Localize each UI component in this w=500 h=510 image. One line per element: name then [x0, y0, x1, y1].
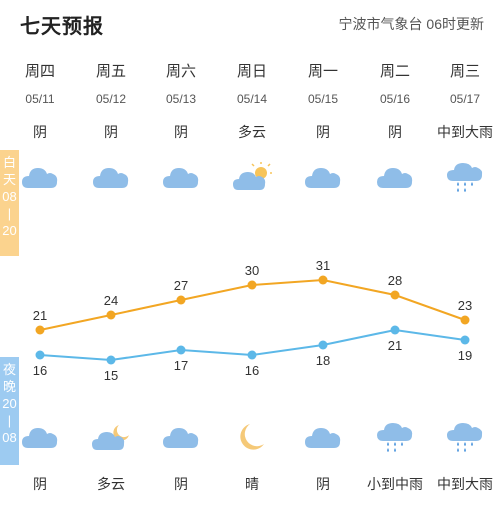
- low-temp-point: [176, 345, 186, 355]
- day-weather-text: 阴: [104, 124, 118, 140]
- moon-icon: [232, 422, 272, 452]
- day-weather-text: 中到大雨: [437, 124, 493, 140]
- low-temp-label: 16: [33, 363, 47, 378]
- night-weather-text: 多云: [97, 476, 125, 492]
- rain-icon: [445, 162, 485, 192]
- night-label-char: 20: [2, 396, 17, 411]
- cloud-icon: [161, 422, 201, 452]
- day-label-char: 08: [2, 189, 17, 204]
- low-temp-label: 21: [388, 338, 402, 353]
- high-temp-point: [35, 325, 45, 335]
- day-label-char: 白: [2, 155, 16, 170]
- night-weather-text: 小到中雨: [367, 476, 423, 492]
- low-temp-label: 16: [245, 363, 259, 378]
- high-temp-point: [318, 275, 328, 285]
- low-temp-point: [318, 340, 328, 350]
- high-temp-point: [460, 315, 470, 325]
- day-name: 周二: [379, 63, 410, 80]
- cloud-icon: [303, 422, 343, 452]
- high-temp-label: 21: [33, 308, 47, 323]
- day-name: 周六: [165, 63, 196, 80]
- forecast-title: 七天预报: [20, 16, 104, 38]
- day-date: 05/17: [449, 92, 481, 106]
- night-label-char: |: [7, 413, 12, 428]
- day-date: 05/13: [165, 92, 197, 106]
- day-date: 05/16: [379, 92, 411, 106]
- high-temp-label: 27: [174, 278, 188, 293]
- low-temp-point: [247, 350, 257, 360]
- day-name: 周日: [236, 63, 267, 80]
- high-temp-point: [390, 290, 400, 300]
- high-temp-point: [176, 295, 186, 305]
- low-temp-point: [106, 355, 116, 365]
- high-temp-label: 31: [316, 260, 330, 273]
- high-temp-point: [247, 280, 257, 290]
- forecast-source: 宁波市气象台 06时更新: [339, 14, 484, 34]
- cloud-icon: [161, 162, 201, 192]
- rain-icon: [375, 422, 415, 452]
- day-weather-text: 阴: [174, 124, 188, 140]
- low-temp-label: 15: [104, 368, 118, 380]
- low-temp-point: [460, 335, 470, 345]
- day-date: 05/12: [95, 92, 127, 106]
- night-label-char: 晚: [2, 379, 16, 394]
- cloud-icon: [20, 422, 60, 452]
- low-temp-label: 18: [316, 353, 330, 368]
- night-label-char: 夜: [2, 362, 16, 377]
- cloud-moon-icon: [91, 422, 131, 452]
- day-name: 周三: [449, 63, 480, 80]
- cloud-icon: [303, 162, 343, 192]
- day-weather-text: 阴: [33, 124, 47, 140]
- day-weather-text: 阴: [388, 124, 402, 140]
- night-label: 夜 晚 20 | 08: [0, 357, 19, 465]
- day-name: 周四: [24, 63, 55, 80]
- high-temp-label: 30: [245, 263, 259, 278]
- low-temp-point: [390, 325, 400, 335]
- day-label-char: 天: [2, 172, 16, 187]
- source-name: 宁波市气象台: [338, 16, 423, 32]
- high-temp-label: 24: [104, 293, 118, 308]
- night-weather-text: 阴: [316, 476, 330, 492]
- day-date: 05/14: [236, 92, 268, 106]
- night-weather-text: 阴: [174, 476, 188, 492]
- day-weather-text: 阴: [316, 124, 330, 140]
- day-date: 05/15: [307, 92, 339, 106]
- day-name: 周五: [95, 63, 126, 80]
- day-label-char: |: [7, 206, 12, 221]
- day-name: 周一: [307, 63, 338, 80]
- high-temp-label: 28: [388, 273, 402, 288]
- low-temp-label: 19: [458, 348, 472, 363]
- night-label-char: 08: [2, 430, 17, 445]
- low-temp-point: [35, 350, 45, 360]
- cloud-icon: [375, 162, 415, 192]
- cloud-icon: [91, 162, 131, 192]
- night-weather-text: 中到大雨: [437, 476, 493, 492]
- high-temp-label: 23: [458, 298, 472, 313]
- high-temp-point: [106, 310, 116, 320]
- cloud-icon: [20, 162, 60, 192]
- day-date: 05/11: [25, 92, 55, 106]
- day-weather-text: 多云: [238, 124, 266, 140]
- cloud-sun-icon: [232, 162, 272, 192]
- low-temp-label: 17: [174, 358, 188, 373]
- update-time: 06时更新: [426, 16, 484, 32]
- night-weather-text: 阴: [33, 476, 47, 492]
- night-weather-text: 晴: [245, 476, 259, 492]
- rain-icon: [445, 422, 485, 452]
- temperature-chart: 21 24 27 30 31 28 23 16 15 17 16 18 21 19: [33, 260, 472, 380]
- day-label-char: 20: [2, 223, 17, 238]
- day-label: 白 天 08 | 20: [0, 150, 19, 256]
